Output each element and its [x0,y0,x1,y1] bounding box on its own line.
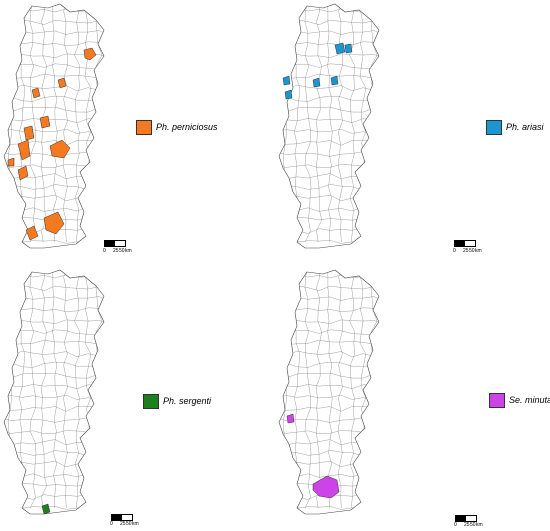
highlighted-municipality [286,413,295,424]
scale-label-mid: 25 [120,521,126,527]
legend-swatch [143,394,159,409]
scale-label-zero: 0 [103,248,106,254]
highlighted-municipality [39,115,51,129]
highlighted-municipality [57,77,67,89]
country-outline [278,269,380,515]
highlighted-municipality [282,75,291,86]
scale-label-end: 50 [126,521,132,527]
highlighted-municipality [7,157,15,167]
highlighted-municipality [31,87,41,99]
portugal-municipality-map [3,3,105,249]
map-panel-minuta: Se. minuta 0 25 50 km [275,266,550,531]
scale-bar [111,514,133,521]
scale-label-zero: 0 [453,248,456,254]
highlighted-municipality [334,42,346,55]
scale-label-unit: km [125,248,132,254]
scale-label-unit: km [475,248,482,254]
portugal-municipality-map [278,269,380,515]
scale-labels: 0 25 50 km [110,521,141,528]
map-panel-sergenti: Ph. sergenti 0 25 50 km [0,266,275,531]
map-panel-perniciosus: Ph. perniciosus 0 25 50 km [0,0,275,265]
highlighted-municipality [17,165,29,181]
highlighted-municipality [284,89,293,100]
highlighted-municipality [23,125,35,141]
scale-label-mid: 25 [464,522,470,528]
scale-bar [104,240,126,247]
highlighted-municipality [49,139,71,159]
legend-label: Ph. perniciosus [156,122,218,132]
highlighted-municipality [312,475,340,499]
highlighted-municipality [43,211,65,235]
scale-label-end: 50 [470,522,476,528]
country-outline [3,3,105,249]
highlighted-municipality [17,139,31,161]
legend-label: Ph. ariasi [506,122,544,132]
scale-labels: 0 25 50 km [454,522,485,529]
scale-labels: 0 25 50 km [103,248,134,255]
scale-bar [455,515,477,522]
map-panel-ariasi: Ph. ariasi 0 25 50 km [275,0,550,265]
scale-label-end: 50 [469,248,475,254]
highlighted-municipality [83,47,97,61]
scale-label-end: 50 [119,248,125,254]
legend-label: Se. minuta [509,395,550,405]
highlighted-municipality [330,75,339,86]
legend-swatch [136,120,152,135]
legend-swatch [489,393,505,408]
highlighted-municipality [312,77,321,88]
scale-bar [454,240,476,247]
scale-label-zero: 0 [454,522,457,528]
portugal-municipality-map [278,3,380,249]
highlighted-municipality [25,225,39,241]
scale-label-zero: 0 [110,521,113,527]
legend-swatch [486,120,502,135]
highlighted-municipality [41,503,51,515]
country-outline [3,269,105,515]
country-outline [278,3,380,249]
scale-label-unit: km [132,521,139,527]
scale-label-mid: 25 [463,248,469,254]
portugal-municipality-map [3,269,105,515]
highlighted-municipality [344,43,353,54]
scale-labels: 0 25 50 km [453,248,484,255]
scale-label-mid: 25 [113,248,119,254]
scale-label-unit: km [476,522,483,528]
legend-label: Ph. sergenti [163,396,212,406]
